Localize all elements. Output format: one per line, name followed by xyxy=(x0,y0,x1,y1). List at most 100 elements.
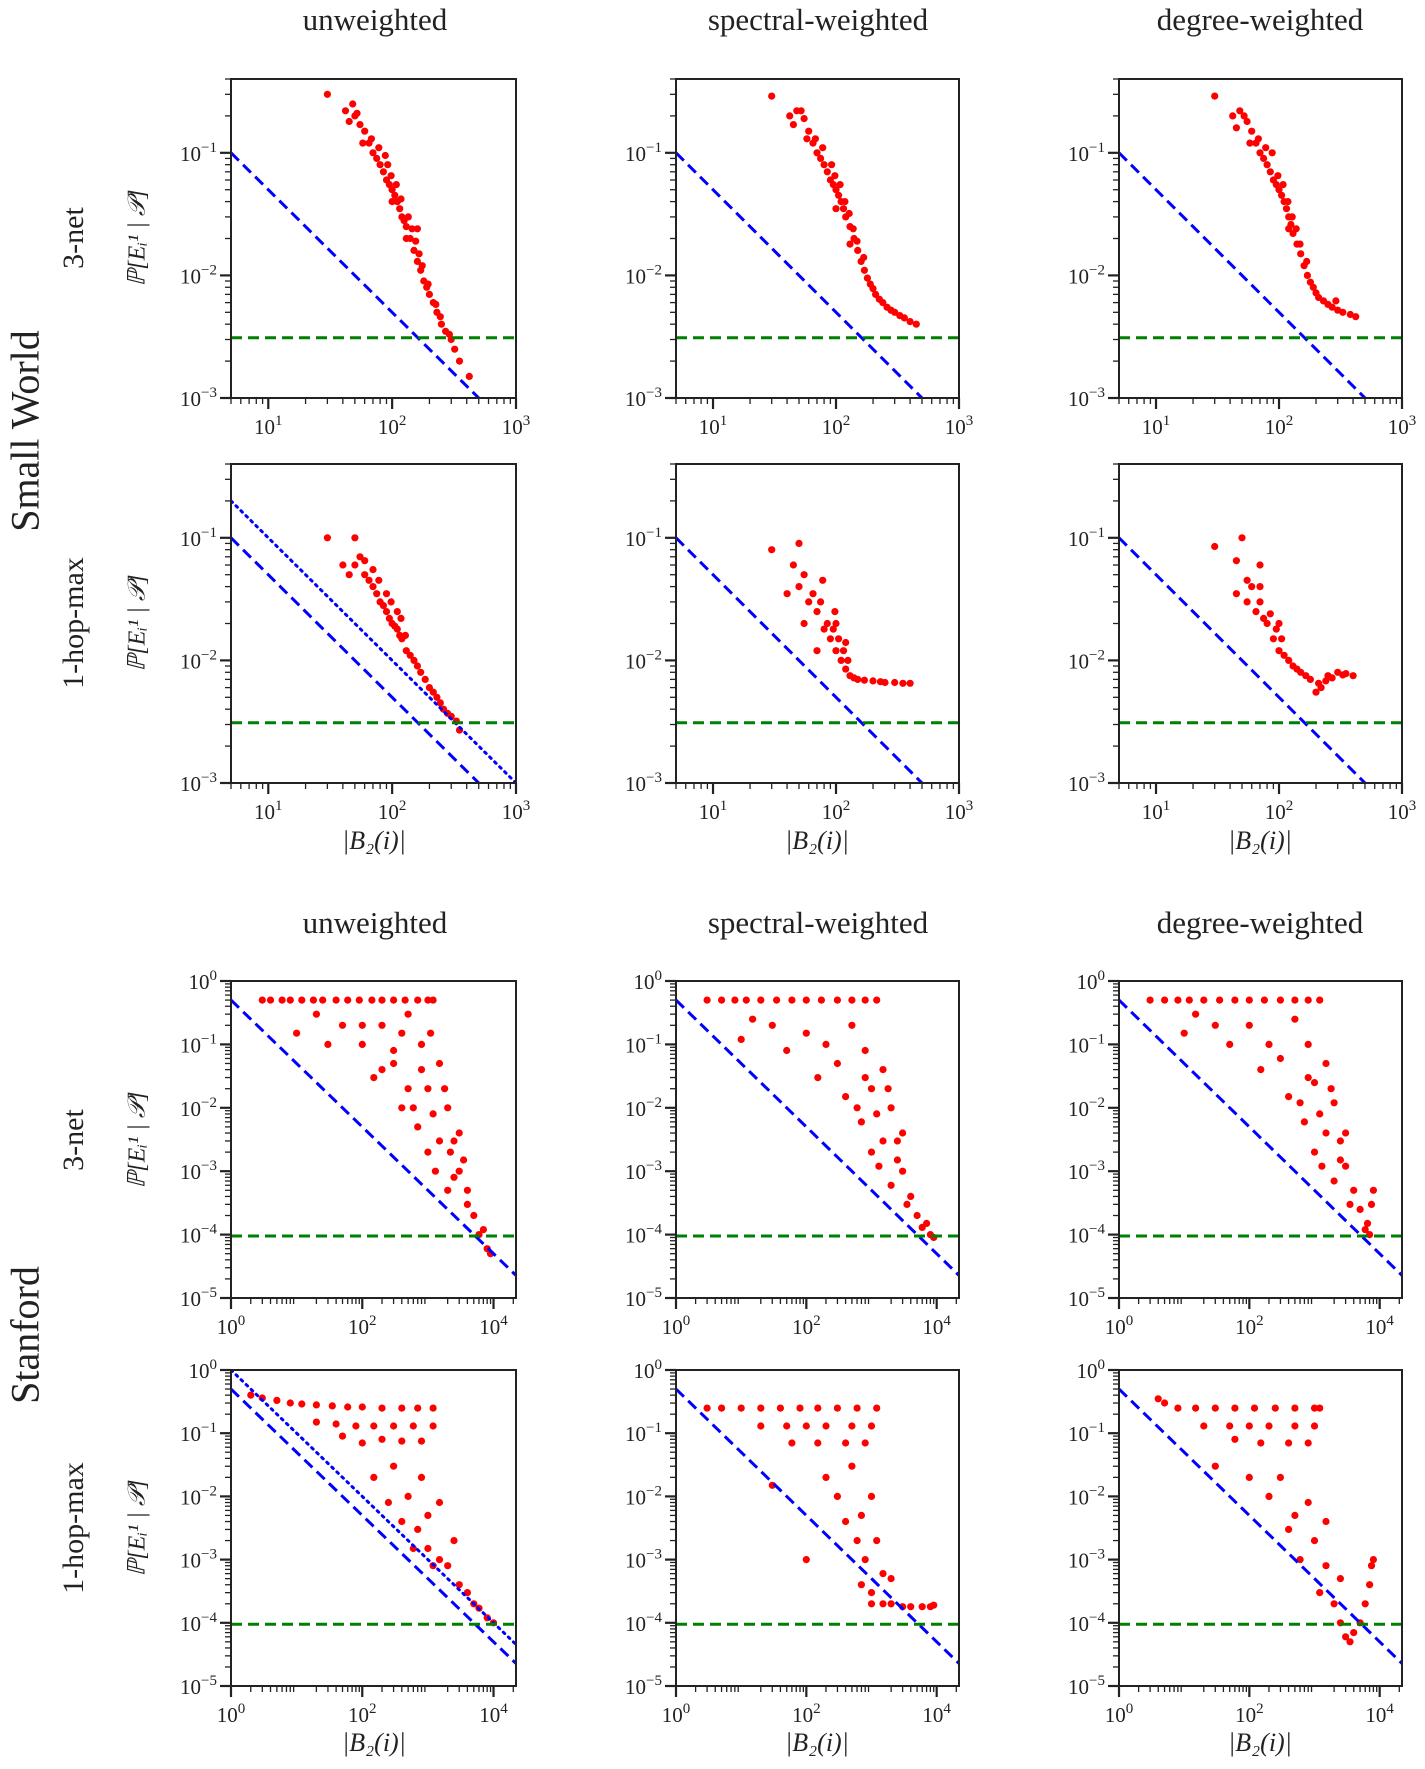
data-point xyxy=(1369,1186,1377,1194)
data-point xyxy=(853,1404,861,1412)
axes-frame xyxy=(230,980,517,1299)
data-point xyxy=(1229,112,1237,120)
data-point xyxy=(1328,303,1336,311)
data-point xyxy=(384,1498,392,1507)
data-point xyxy=(800,115,808,123)
data-point xyxy=(451,345,459,353)
x-axis-label: |B₂(i)| xyxy=(1228,1728,1292,1757)
tick-label: 10−3 xyxy=(625,770,662,796)
data-point xyxy=(1256,583,1264,591)
tick-label: 10−2 xyxy=(625,262,662,288)
tick-label: 104 xyxy=(922,1701,951,1727)
data-point xyxy=(893,1156,902,1164)
data-point xyxy=(1245,996,1253,1004)
data-point xyxy=(718,1404,726,1412)
data-point xyxy=(1288,213,1296,221)
data-point xyxy=(1211,1021,1219,1029)
data-point xyxy=(1285,1525,1293,1533)
data-point xyxy=(906,318,914,326)
tick-label: 102 xyxy=(378,413,407,439)
tick-label: 10−4 xyxy=(180,1610,217,1636)
data-point xyxy=(1291,996,1299,1004)
data-point xyxy=(1265,1422,1273,1430)
data-point xyxy=(867,1589,876,1597)
data-point xyxy=(884,1085,892,1093)
tick-label: 10−2 xyxy=(180,1483,217,1509)
data-point xyxy=(298,1400,306,1408)
data-point xyxy=(1274,172,1282,180)
data-point xyxy=(433,693,441,701)
data-point xyxy=(797,107,805,115)
data-point xyxy=(867,1085,876,1093)
data-point xyxy=(273,1396,281,1404)
data-point xyxy=(879,1066,887,1074)
data-point xyxy=(820,625,828,633)
data-point xyxy=(393,608,401,616)
plot-area xyxy=(1119,92,1402,398)
data-point xyxy=(757,996,765,1004)
tick-label: 101 xyxy=(1142,413,1171,439)
data-point xyxy=(408,225,416,233)
data-point xyxy=(435,1137,444,1145)
data-point xyxy=(788,996,796,1004)
data-point xyxy=(802,1029,810,1037)
axes-frame xyxy=(230,78,517,399)
data-point xyxy=(1185,996,1193,1004)
data-point xyxy=(742,996,750,1004)
data-point xyxy=(379,602,387,610)
tick-label: 10−1 xyxy=(625,1420,662,1446)
data-point xyxy=(1275,647,1283,655)
data-point xyxy=(413,225,421,233)
tick-label: 10−3 xyxy=(625,1547,662,1573)
data-point xyxy=(417,1473,426,1481)
data-point xyxy=(424,1511,432,1519)
panel-small-world-3-net-unweighted: 101 102 103 10−3 10−2 10−1 xyxy=(180,78,530,439)
tick-label: 10−1 xyxy=(1068,525,1105,551)
axes-frame xyxy=(230,463,517,784)
data-point xyxy=(398,1517,406,1526)
tick-label: 10−1 xyxy=(180,1420,217,1446)
data-point xyxy=(1322,1129,1330,1137)
data-point xyxy=(1211,542,1219,551)
data-point xyxy=(351,561,359,569)
axes-frame xyxy=(1118,980,1403,1299)
data-point xyxy=(854,246,862,254)
tick-label: 100 xyxy=(217,1701,246,1727)
data-point xyxy=(1276,1473,1284,1481)
data-point xyxy=(899,679,907,687)
data-point xyxy=(332,996,340,1004)
data-point xyxy=(382,590,391,598)
tick-label: 10−2 xyxy=(180,262,217,288)
data-point xyxy=(848,1462,856,1470)
data-point xyxy=(429,688,437,696)
data-point xyxy=(789,121,798,129)
data-point xyxy=(800,619,808,628)
data-point xyxy=(841,198,849,206)
data-point xyxy=(1342,1633,1350,1641)
data-point xyxy=(1200,996,1208,1004)
data-point xyxy=(361,557,369,565)
data-point xyxy=(455,1167,463,1175)
panel-small-world-1-hop-max-degree-weighted: 101 102 103 10−3 10−2 10−1 xyxy=(1068,463,1416,824)
data-point xyxy=(1328,674,1336,682)
data-point xyxy=(923,1219,931,1227)
data-point xyxy=(836,181,844,189)
data-point xyxy=(338,1021,347,1029)
data-point xyxy=(429,1110,437,1118)
data-point xyxy=(309,996,317,1004)
data-point xyxy=(857,1511,866,1519)
data-point xyxy=(1211,92,1219,100)
data-point xyxy=(1296,240,1304,248)
data-point xyxy=(1263,619,1271,628)
data-point xyxy=(1306,675,1314,684)
data-point xyxy=(854,675,862,684)
data-point xyxy=(247,1391,255,1399)
data-point xyxy=(378,1066,386,1074)
data-point xyxy=(1276,1054,1284,1063)
data-point xyxy=(768,1021,776,1029)
tick-label: 10−3 xyxy=(180,770,217,796)
data-point xyxy=(378,1404,386,1412)
data-point xyxy=(435,1556,444,1564)
data-point xyxy=(1285,1093,1293,1101)
tick-label: 10−1 xyxy=(1068,1420,1105,1446)
